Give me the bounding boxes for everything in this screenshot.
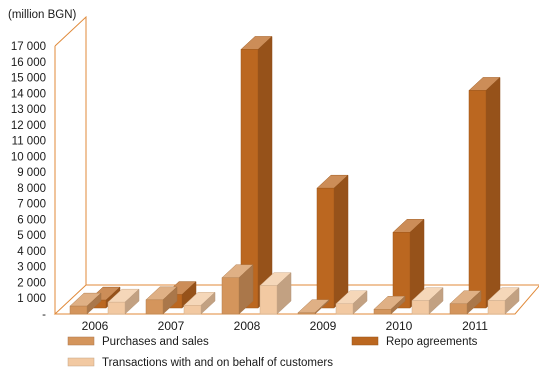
bar xyxy=(240,35,273,309)
x-tick-label: 2006 xyxy=(82,319,109,333)
y-tick-label: 5 000 xyxy=(17,230,46,242)
y-tick-label: 14 000 xyxy=(11,88,46,100)
bar-front xyxy=(145,299,164,315)
bar xyxy=(69,292,102,315)
bar xyxy=(107,288,140,315)
bar-front xyxy=(316,187,335,309)
y-tick-label: 11 000 xyxy=(12,136,46,148)
legend-item: Transactions with and on behalf of custo… xyxy=(67,357,333,369)
bar xyxy=(373,295,406,315)
y-tick-label: - xyxy=(42,309,46,321)
x-tick-label: 2007 xyxy=(158,319,185,333)
y-tick-label: 1 000 xyxy=(17,293,46,305)
bar-front xyxy=(449,303,468,315)
chart-frame xyxy=(53,15,539,315)
x-tick-label: 2011 xyxy=(462,319,488,333)
legend-label: Transactions with and on behalf of custo… xyxy=(102,357,333,369)
y-tick-label: 7 000 xyxy=(17,199,46,211)
y-tick-label: 13 000 xyxy=(11,104,46,116)
y-tick-label: 12 000 xyxy=(11,120,46,132)
bar-side xyxy=(333,174,349,309)
bar-front xyxy=(183,305,202,315)
y-tick-label: 9 000 xyxy=(17,167,46,179)
bar-front xyxy=(335,303,354,315)
x-axis-ticks: 2006 2007 2008 2009 2010 2011 xyxy=(82,319,489,333)
x-tick-label: 2008 xyxy=(234,319,261,333)
bar-front xyxy=(240,49,259,309)
legend-item: Purchases and sales xyxy=(67,336,209,348)
bar-front xyxy=(297,312,316,315)
y-tick-label: 8 000 xyxy=(17,183,46,195)
y-tick-label: 4 000 xyxy=(17,246,46,258)
bar-front xyxy=(487,300,506,315)
legend-swatch xyxy=(67,357,95,367)
bar-front xyxy=(221,277,240,315)
x-tick-label: 2010 xyxy=(386,319,413,333)
bar-front xyxy=(468,90,487,309)
bar xyxy=(487,287,520,315)
y-tick-label: 2 000 xyxy=(17,277,46,289)
legend: Purchases and sales Repo agreements Transa… xyxy=(67,336,478,369)
legend-swatch xyxy=(351,336,379,346)
legend-item: Repo agreements xyxy=(351,336,478,348)
y-tick-label: 15 000 xyxy=(11,73,46,85)
bar xyxy=(411,287,444,315)
bar xyxy=(297,299,330,315)
legend-label: Repo agreements xyxy=(386,336,478,348)
left-wall-top-edge xyxy=(54,15,87,285)
bar xyxy=(316,174,349,309)
bar-front xyxy=(373,309,392,315)
bar-front xyxy=(392,232,411,309)
bar-side xyxy=(257,35,273,309)
legend-label: Purchases and sales xyxy=(102,336,209,348)
bar xyxy=(221,264,254,315)
unit-label: (million BGN) xyxy=(8,9,77,21)
x-tick-label: 2009 xyxy=(310,319,337,333)
bar xyxy=(259,272,292,315)
y-tick-label: 6 000 xyxy=(17,214,46,226)
floor xyxy=(53,284,539,315)
y-tick-label: 17 000 xyxy=(11,41,46,53)
bar xyxy=(183,291,216,315)
y-axis-ticks: - 1 000 2 000 3 000 4 000 5 000 6 000 7 000 8 00… xyxy=(11,41,46,321)
bar xyxy=(335,290,368,315)
legend-swatch xyxy=(67,336,95,346)
bar-front xyxy=(107,301,126,315)
y-tick-label: 3 000 xyxy=(17,262,46,274)
y-tick-label: 16 000 xyxy=(11,57,46,69)
bars xyxy=(69,35,520,315)
bar xyxy=(145,286,178,315)
bar-front xyxy=(411,300,430,315)
y-tick-label: 10 000 xyxy=(11,151,46,163)
bar-front xyxy=(69,305,88,315)
bar xyxy=(468,76,501,309)
bar xyxy=(449,290,482,315)
bar-side xyxy=(485,76,501,309)
bar-front xyxy=(259,285,278,315)
